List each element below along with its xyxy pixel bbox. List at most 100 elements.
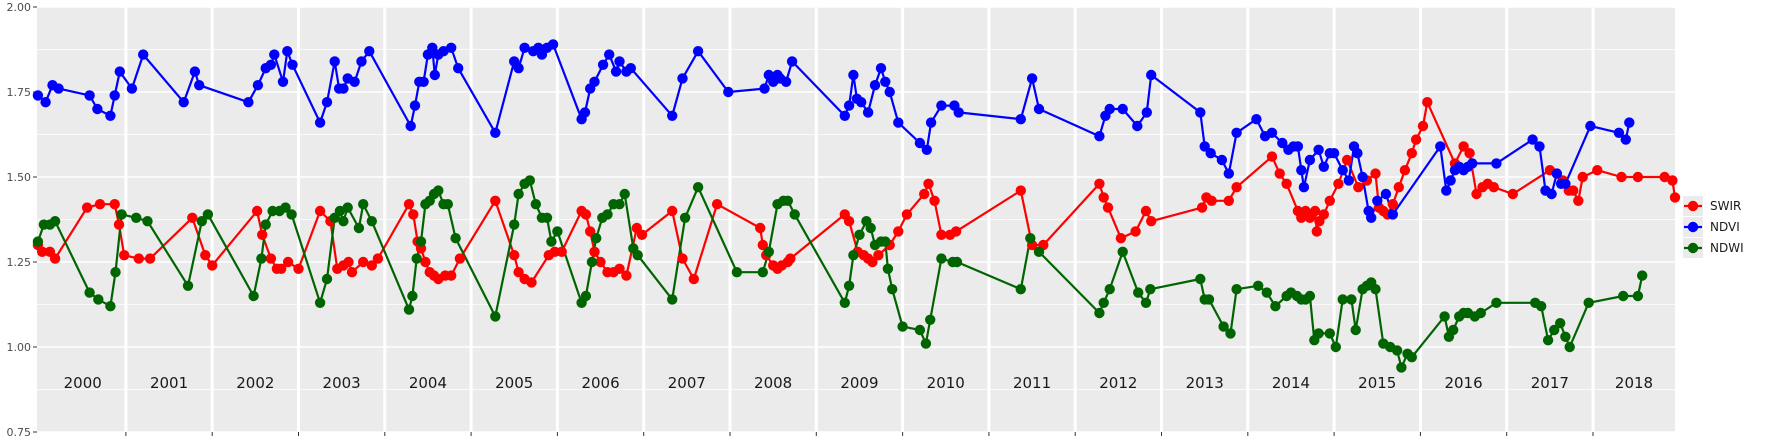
- ndvi-point: [282, 46, 293, 57]
- legend-label-ndwi: NDWI: [1710, 241, 1744, 255]
- swir-point: [343, 256, 354, 268]
- ndwi-point: [182, 280, 194, 291]
- year-label: 2018: [1615, 374, 1653, 392]
- ndvi-point: [579, 107, 591, 118]
- ndwi-point: [1583, 297, 1594, 308]
- y-tick-label: 1.50: [7, 171, 32, 184]
- ndwi-point: [1618, 290, 1629, 302]
- ndwi-point: [619, 188, 630, 200]
- ndwi-point: [358, 199, 369, 210]
- swir-point: [144, 253, 156, 264]
- ndwi-point: [524, 175, 535, 186]
- ndwi-point: [1370, 284, 1381, 295]
- ndvi-point: [126, 83, 138, 94]
- ndvi-point: [667, 110, 678, 122]
- ndwi-point: [1203, 294, 1215, 305]
- ndvi-point: [1223, 168, 1235, 179]
- swir-point: [1341, 154, 1353, 166]
- ndvi-point: [277, 76, 289, 88]
- year-label: 2005: [495, 374, 533, 392]
- ndvi-point: [453, 62, 464, 74]
- ndwi-point: [131, 212, 142, 223]
- ndwi-point: [679, 212, 691, 223]
- ndvi-point: [1445, 175, 1456, 186]
- legend[interactable]: SWIR NDVI NDWI: [1683, 196, 1744, 258]
- ndwi-point: [880, 236, 891, 247]
- ndvi-point: [1304, 154, 1316, 166]
- ndwi-point: [839, 297, 850, 308]
- swir-point: [929, 195, 940, 206]
- ndvi-point: [418, 76, 429, 88]
- swir-point: [81, 202, 93, 213]
- legend-item-swir[interactable]: SWIR: [1683, 196, 1741, 216]
- ndwi-point: [789, 209, 800, 220]
- ndvi-point: [597, 59, 609, 70]
- ndwi-point: [1448, 324, 1459, 336]
- legend-key-point: [1687, 221, 1699, 233]
- ndvi-point: [1441, 185, 1452, 196]
- swir-point: [1098, 192, 1109, 203]
- year-label: 2008: [754, 374, 792, 392]
- ndvi-point: [178, 97, 189, 108]
- ndwi-point: [32, 236, 44, 247]
- ndvi-point: [1026, 73, 1038, 84]
- ndwi-point: [93, 294, 104, 305]
- ndvi-point: [329, 56, 340, 67]
- swir-point: [1281, 178, 1292, 189]
- swir-point: [1196, 202, 1208, 213]
- ndvi-point: [53, 83, 64, 94]
- swir-point: [314, 205, 326, 217]
- ndwi-point: [490, 311, 501, 322]
- swir-point: [513, 267, 524, 278]
- swir-point: [119, 250, 130, 261]
- swir-point: [372, 253, 384, 264]
- ndvi-point: [614, 56, 625, 67]
- swir-point: [200, 250, 211, 261]
- swir-point: [614, 263, 625, 274]
- ndvi-point: [862, 107, 874, 118]
- y-tick-label: 1.75: [7, 86, 32, 99]
- ndvi-point: [1296, 165, 1307, 176]
- swir-point: [1464, 148, 1475, 159]
- legend-item-ndvi[interactable]: NDVI: [1683, 217, 1740, 237]
- ndvi-point: [1094, 131, 1105, 142]
- ndvi-point: [513, 62, 524, 74]
- year-separators: [124, 7, 1595, 432]
- ndwi-point: [196, 216, 207, 227]
- y-tick-label: 0.75: [7, 426, 32, 439]
- ndvi-point: [1104, 103, 1115, 115]
- ndvi-point: [265, 59, 277, 70]
- ndvi-point: [1435, 141, 1446, 152]
- ndwi-point: [1391, 345, 1403, 356]
- ndwi-point: [513, 188, 524, 200]
- ndvi-point: [1251, 114, 1262, 125]
- ndvi-point: [189, 66, 201, 77]
- ndvi-point: [1387, 209, 1399, 220]
- ndvi-point: [84, 90, 95, 101]
- series-points: [32, 39, 1681, 373]
- year-label: 2014: [1272, 374, 1310, 392]
- swir-point: [1318, 209, 1330, 220]
- ndwi-point: [951, 256, 963, 268]
- swir-point: [37, 246, 48, 257]
- ndwi-point: [1491, 297, 1502, 308]
- ndwi-point: [530, 199, 541, 210]
- swir-point: [1573, 195, 1584, 206]
- swir-point: [1616, 171, 1627, 183]
- swir-point: [1568, 185, 1579, 196]
- legend-item-ndwi[interactable]: NDWI: [1683, 238, 1744, 258]
- ndwi-point: [667, 294, 678, 305]
- ndvi-point: [364, 46, 375, 57]
- ndvi-point: [1624, 117, 1635, 128]
- ndvi-point: [1298, 182, 1310, 193]
- ndwi-point: [202, 209, 214, 220]
- year-label: 2002: [236, 374, 274, 392]
- y-tick-label: 1.25: [7, 256, 32, 269]
- ndwi-point: [280, 202, 291, 213]
- ndwi-point: [1195, 273, 1206, 285]
- swir-point: [49, 253, 61, 264]
- ndwi-point: [848, 250, 859, 261]
- ndvi-point: [1357, 171, 1368, 183]
- ndwi-point: [433, 185, 444, 196]
- swir-point: [585, 226, 596, 237]
